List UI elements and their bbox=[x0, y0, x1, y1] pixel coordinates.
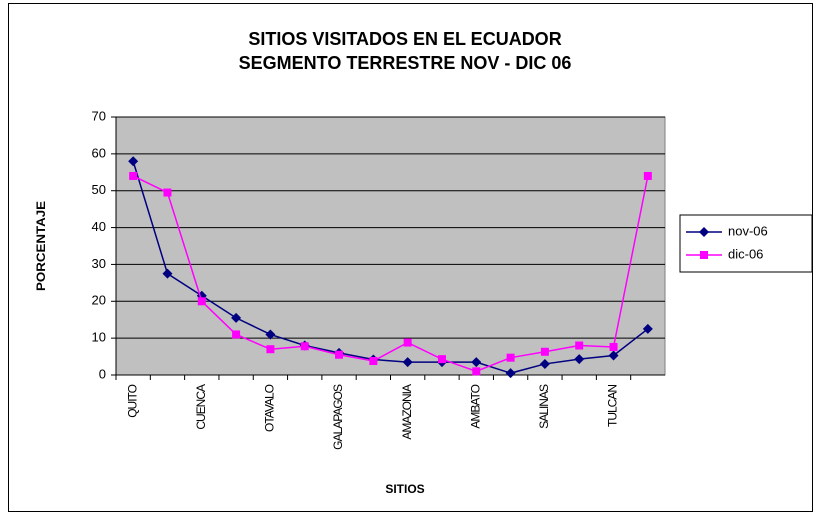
y-tick-label: 70 bbox=[92, 108, 106, 123]
data-point bbox=[129, 171, 138, 180]
data-point bbox=[540, 347, 549, 356]
y-tick-label: 40 bbox=[92, 219, 106, 234]
data-point bbox=[197, 297, 206, 306]
data-point bbox=[403, 338, 412, 347]
data-point bbox=[231, 312, 242, 323]
data-point bbox=[609, 342, 618, 351]
x-tick-label: SALINAS bbox=[537, 384, 551, 429]
data-point bbox=[472, 367, 481, 376]
data-point bbox=[608, 350, 619, 361]
y-tick-label: 20 bbox=[92, 293, 106, 308]
data-point bbox=[471, 357, 482, 368]
data-point bbox=[266, 345, 275, 354]
data-point bbox=[162, 268, 173, 279]
x-tick-label: OTAVALO bbox=[263, 384, 277, 432]
y-tick-label: 30 bbox=[92, 256, 106, 271]
data-point bbox=[437, 355, 446, 364]
data-point bbox=[232, 330, 241, 339]
x-tick-label: QUITO bbox=[125, 384, 139, 417]
data-point bbox=[265, 329, 276, 340]
data-point bbox=[505, 368, 516, 379]
data-point bbox=[642, 323, 653, 334]
x-tick-label: GALAPAGOS bbox=[331, 384, 345, 450]
data-point bbox=[539, 358, 550, 369]
legend-label: nov-06 bbox=[728, 223, 768, 238]
y-tick-label: 50 bbox=[92, 182, 106, 197]
data-point bbox=[300, 342, 309, 351]
chart-title: SEGMENTO TERRESTRE NOV - DIC 06 bbox=[239, 53, 572, 73]
data-point bbox=[643, 171, 652, 180]
data-point bbox=[575, 341, 584, 350]
legend-box bbox=[679, 214, 813, 273]
legend-label: dic-06 bbox=[728, 246, 763, 261]
y-tick-label: 0 bbox=[99, 366, 106, 381]
data-point bbox=[369, 356, 378, 365]
x-tick-label: TULCAN bbox=[606, 385, 620, 427]
data-point bbox=[506, 353, 515, 362]
y-tick-label: 60 bbox=[92, 145, 106, 160]
data-point bbox=[402, 357, 413, 368]
data-point bbox=[128, 156, 139, 167]
x-tick-label: CUENCA bbox=[194, 384, 208, 430]
chart-title: SITIOS VISITADOS EN EL ECUADOR bbox=[248, 29, 561, 49]
legend-marker bbox=[700, 251, 708, 259]
y-axis-title: PORCENTAJE bbox=[34, 201, 48, 291]
y-tick-label: 10 bbox=[92, 330, 106, 345]
series-line bbox=[132, 175, 649, 373]
legend-marker bbox=[699, 227, 709, 237]
data-point bbox=[163, 188, 172, 197]
x-tick-label: AMBATO bbox=[468, 384, 482, 428]
x-axis-title: SITIOS bbox=[385, 482, 424, 496]
x-tick-label: AMAZONIA bbox=[400, 384, 414, 440]
data-point bbox=[335, 350, 344, 359]
series-line bbox=[132, 161, 649, 374]
data-point bbox=[574, 354, 585, 365]
plot-area bbox=[115, 116, 666, 376]
